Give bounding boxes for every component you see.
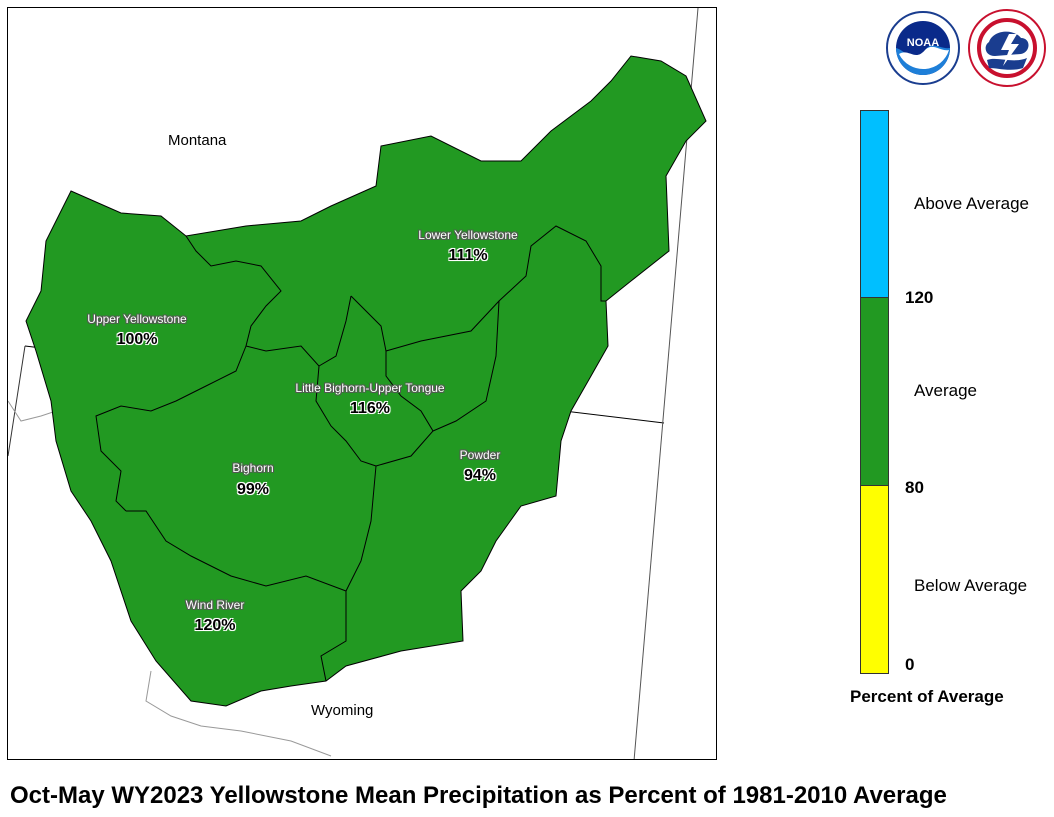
state-label-montana: Montana — [168, 132, 227, 149]
basin-label-powder: Powder — [459, 448, 501, 462]
state-label-wyoming: Wyoming — [311, 702, 374, 719]
noaa-logo-text: NOAA — [907, 37, 939, 49]
basin-percent-powder: 94% — [463, 467, 497, 484]
basin-percent-wind-river: 120% — [194, 617, 236, 634]
legend-label-below-average: Below Average — [914, 576, 1028, 595]
basin-percent-lower-yellowstone: 111% — [448, 247, 488, 264]
legend-swatch-above-average — [860, 110, 889, 298]
legend-swatch-average — [860, 297, 889, 486]
basin-map — [8, 8, 707, 759]
legend-title: Percent of Average — [850, 687, 1004, 706]
context-outlines — [8, 400, 332, 757]
basin-percent-upper-yellowstone: 100% — [116, 331, 158, 348]
legend-swatch-below-average — [860, 485, 889, 674]
basin-boundaries — [95, 225, 606, 682]
noaa-logo: NOAA — [886, 11, 960, 85]
basin-percent-little-bighorn-upper-tongue: 116% — [349, 400, 391, 417]
idaho-border — [8, 345, 26, 457]
basin-label-wind-river: Wind River — [185, 598, 245, 612]
legend-label-above-average: Above Average — [914, 194, 1029, 213]
legend-label-average: Average — [914, 381, 978, 400]
yellowstone-region — [25, 55, 707, 707]
legend-tick-80: 80 — [905, 478, 924, 497]
basin-percent-bighorn: 99% — [236, 481, 270, 498]
nws-logo — [968, 9, 1046, 87]
map-frame: Montana Wyoming Lower Yellowstone 111% U… — [7, 7, 717, 760]
legend-tick-120: 120 — [905, 288, 934, 307]
basin-label-lower-yellowstone: Lower Yellowstone — [418, 228, 518, 242]
legend-tick-0: 0 — [905, 655, 915, 674]
map-title: Oct-May WY2023 Yellowstone Mean Precipit… — [10, 782, 947, 809]
basin-label-little-bighorn-upper-tongue: Little Bighorn-Upper Tongue — [295, 381, 445, 395]
basin-label-bighorn: Bighorn — [232, 461, 274, 475]
basin-label-upper-yellowstone: Upper Yellowstone — [87, 312, 187, 326]
